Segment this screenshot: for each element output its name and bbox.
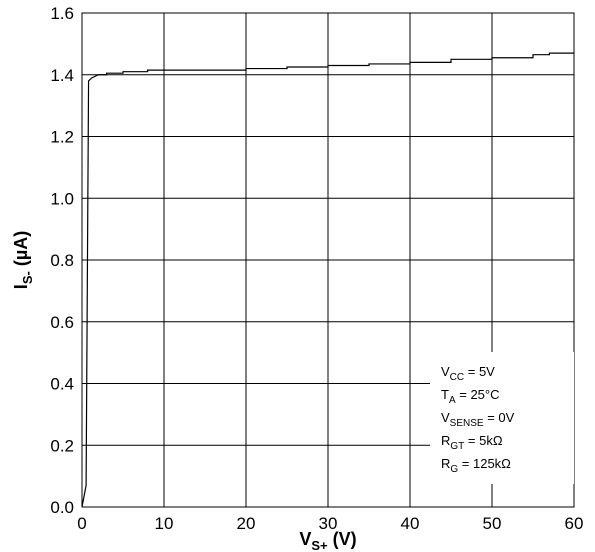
condition-symbol: T — [441, 387, 449, 402]
x-tick-label: 10 — [155, 514, 174, 533]
condition-value: = 25°C — [456, 387, 500, 402]
condition-subscript: G — [450, 464, 458, 475]
condition-subscript: SENSE — [450, 418, 484, 429]
x-tick-label: 0 — [77, 514, 86, 533]
x-axis-title-suffix: (V) — [328, 529, 357, 549]
condition-symbol: R — [441, 433, 450, 448]
grid — [81, 12, 575, 508]
condition-line: VSENSE = 0V — [441, 410, 515, 429]
condition-subscript: A — [449, 395, 456, 406]
series-line — [81, 52, 574, 508]
y-tick-label: 1.0 — [50, 189, 74, 208]
x-axis-title-sub: S+ — [311, 538, 328, 552]
condition-symbol: V — [441, 410, 450, 425]
condition-line: RG = 125kΩ — [441, 456, 511, 475]
condition-line: TA = 25°C — [441, 387, 500, 406]
x-tick-label: 30 — [319, 514, 338, 533]
plot-frame — [81, 12, 575, 508]
y-tick-label: 0.8 — [50, 251, 74, 270]
condition-symbol: R — [441, 456, 450, 471]
y-tick-label: 0.4 — [50, 375, 74, 394]
condition-subscript: CC — [450, 372, 464, 383]
x-tick-labels: 0 10 20 30 40 50 60 — [77, 514, 583, 533]
condition-value: = 5V — [464, 364, 495, 379]
condition-subscript: GT — [450, 441, 464, 452]
x-tick-label: 40 — [401, 514, 420, 533]
y-tick-label: 1.2 — [50, 128, 74, 147]
condition-value: = 125kΩ — [458, 456, 511, 471]
x-tick-label: 60 — [565, 514, 584, 533]
series-layer — [81, 52, 574, 508]
condition-symbol: V — [441, 364, 450, 379]
y-tick-label: 0.0 — [50, 498, 74, 517]
condition-value: = 5kΩ — [464, 433, 503, 448]
y-tick-labels: 0.0 0.2 0.4 0.6 0.8 1.0 1.2 1.4 1.6 — [50, 4, 74, 517]
x-axis-title: VS+ (V) — [299, 529, 356, 552]
condition-line: VCC = 5V — [441, 364, 495, 383]
y-tick-label: 0.2 — [50, 436, 74, 455]
y-axis-title-sub: S- — [20, 271, 35, 284]
x-axis-title-main: V — [299, 529, 311, 549]
conditions-box-background — [430, 352, 574, 484]
y-axis-title-suffix: (µA) — [11, 231, 31, 271]
y-tick-label: 0.6 — [50, 313, 74, 332]
y-tick-label: 1.6 — [50, 4, 74, 23]
condition-value: = 0V — [484, 410, 515, 425]
x-tick-label: 50 — [483, 514, 502, 533]
y-axis-title-main: I — [11, 284, 31, 289]
condition-line: RGT = 5kΩ — [441, 433, 503, 452]
y-axis-title: IS- (µA) — [11, 231, 35, 289]
x-tick-label: 20 — [237, 514, 256, 533]
y-tick-label: 1.4 — [50, 66, 74, 85]
